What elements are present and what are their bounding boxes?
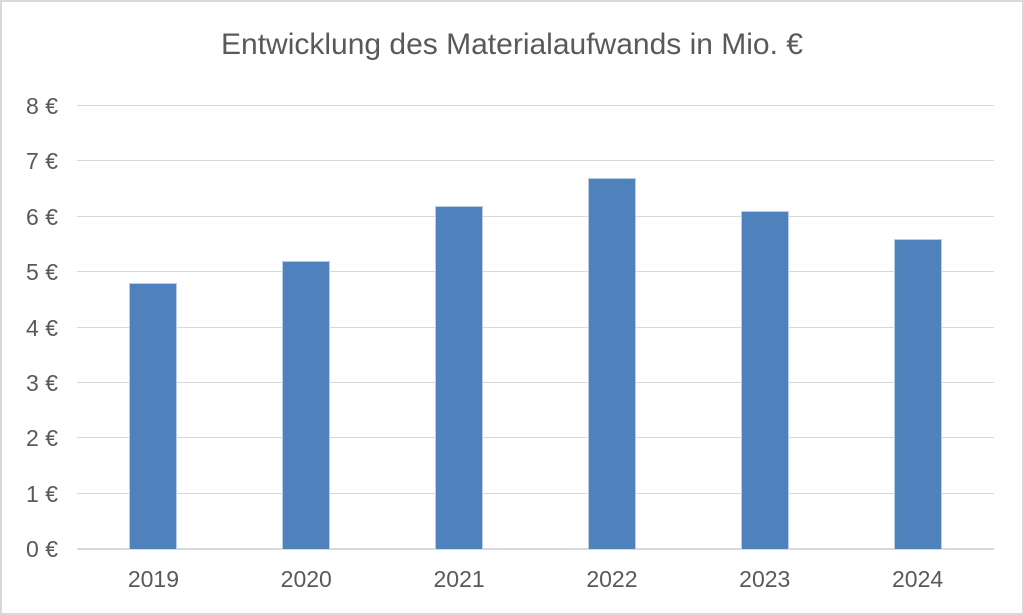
gridline	[77, 105, 994, 106]
x-axis-tick-label: 2024	[891, 566, 944, 592]
x-axis-tick-label: 2019	[127, 566, 179, 592]
bar-2019	[129, 283, 178, 549]
y-axis-tick-label: 1 €	[26, 480, 58, 507]
bar-2023	[740, 211, 789, 549]
x-axis-tick-label: 2021	[433, 566, 485, 592]
x-axis-line	[77, 548, 994, 550]
gridline	[77, 160, 994, 162]
gridline	[77, 271, 994, 273]
y-axis-tick-label: 5 €	[26, 259, 58, 286]
gridline	[77, 326, 994, 328]
bar-2024	[893, 238, 942, 549]
bar-2020	[282, 261, 331, 549]
y-axis-tick-label: 2 €	[26, 425, 58, 452]
y-axis-tick-label: 0 €	[26, 536, 58, 562]
y-axis-tick-label: 6 €	[26, 203, 58, 230]
x-axis-tick-label: 2023	[739, 566, 791, 592]
gridline	[77, 381, 994, 383]
y-axis-tick-label: 7 €	[26, 148, 58, 175]
plot-area	[77, 105, 994, 550]
y-axis-tick-label: 8 €	[26, 93, 58, 119]
chart-title: Entwicklung des Materialaufwands in Mio.…	[221, 28, 803, 61]
x-axis-tick-label: 2022	[586, 566, 638, 592]
gridline	[77, 492, 994, 494]
x-axis-tick-label: 2020	[280, 566, 332, 592]
y-axis-tick-label: 3 €	[26, 369, 58, 396]
bar-2021	[435, 205, 484, 549]
gridline	[77, 437, 994, 439]
y-axis-tick-label: 4 €	[26, 314, 58, 341]
gridline	[77, 215, 994, 217]
bar-2022	[587, 178, 636, 549]
